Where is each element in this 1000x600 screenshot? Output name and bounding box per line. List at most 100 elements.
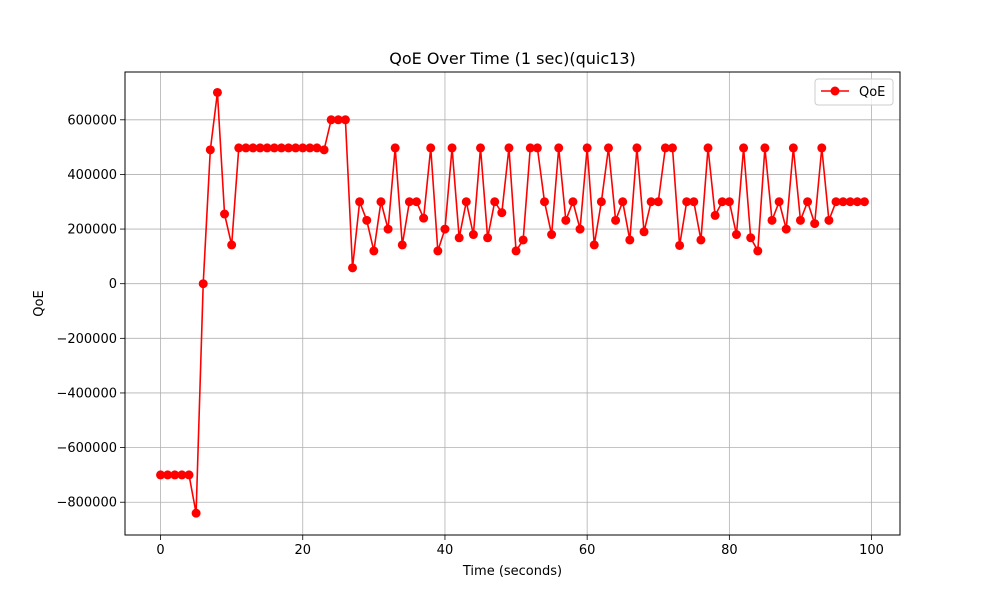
data-point [710, 210, 720, 220]
y-tick-label: −400000 [56, 386, 117, 401]
y-tick-label: 600000 [67, 113, 117, 128]
data-point [497, 208, 507, 218]
data-point [504, 143, 514, 153]
data-point [440, 224, 450, 234]
y-tick-label: −600000 [56, 441, 117, 456]
data-point [682, 197, 692, 207]
data-point [618, 197, 628, 207]
data-point [696, 235, 706, 245]
x-axis-label: Time (seconds) [462, 564, 562, 579]
data-point [163, 470, 173, 480]
data-point [554, 143, 564, 153]
data-point [333, 115, 343, 125]
data-point [390, 143, 400, 153]
data-point [397, 240, 407, 250]
x-tick-label: 60 [579, 543, 596, 558]
data-point [340, 115, 350, 125]
data-point [412, 197, 422, 207]
data-point [596, 197, 606, 207]
data-point [746, 233, 756, 243]
data-point [170, 470, 180, 480]
legend-box [814, 78, 894, 106]
data-point [660, 143, 670, 153]
data-point [326, 115, 336, 125]
chart-title: QoE Over Time (1 sec)(quic13) [389, 49, 636, 68]
data-point [511, 246, 521, 256]
data-point [838, 197, 848, 207]
data-point [532, 143, 542, 153]
data-point [667, 143, 677, 153]
data-point [646, 197, 656, 207]
data-point [404, 197, 414, 207]
data-point [362, 215, 372, 225]
data-point [859, 197, 869, 207]
data-point [220, 209, 230, 219]
data-point [625, 235, 635, 245]
data-point [852, 197, 862, 207]
data-point [447, 143, 457, 153]
data-point [476, 143, 486, 153]
data-point [582, 143, 592, 153]
data-point [426, 143, 436, 153]
grid-lines [125, 72, 900, 535]
data-point [795, 215, 805, 225]
data-point [241, 143, 251, 153]
data-point [461, 197, 471, 207]
data-point [355, 197, 365, 207]
data-point [291, 143, 301, 153]
data-point [568, 197, 578, 207]
y-tick-label: 400000 [67, 168, 117, 183]
data-point [739, 143, 749, 153]
data-point [831, 197, 841, 207]
x-tick-label: 40 [437, 543, 454, 558]
y-tick-label: 0 [109, 277, 117, 292]
data-point [234, 143, 244, 153]
data-point [724, 197, 734, 207]
x-tick-label: 20 [294, 543, 311, 558]
legend: QoE [814, 78, 894, 106]
data-point [433, 246, 443, 256]
data-point [227, 240, 237, 250]
x-tick-label: 80 [721, 543, 738, 558]
data-point [632, 143, 642, 153]
data-point [603, 143, 613, 153]
data-point [525, 143, 535, 153]
x-tick-label: 100 [859, 543, 884, 558]
data-point [255, 143, 265, 153]
data-point [212, 87, 222, 97]
data-point [518, 235, 528, 245]
data-point [269, 143, 279, 153]
data-point [298, 143, 308, 153]
data-point [547, 230, 557, 240]
data-point [689, 197, 699, 207]
data-point [198, 279, 208, 289]
data-point [319, 145, 329, 155]
y-tick-label: −800000 [56, 496, 117, 511]
data-point [184, 470, 194, 480]
data-point [276, 143, 286, 153]
data-point [717, 197, 727, 207]
data-point [468, 230, 478, 240]
data-point [731, 230, 741, 240]
data-point [376, 197, 386, 207]
data-point [561, 215, 571, 225]
legend-marker-swatch [830, 86, 840, 96]
data-point [639, 227, 649, 237]
data-point [419, 213, 429, 223]
data-point [262, 143, 272, 153]
data-point [810, 219, 820, 229]
plot-frame [124, 71, 901, 536]
data-point [824, 215, 834, 225]
data-point [305, 143, 315, 153]
data-point [767, 215, 777, 225]
data-point [774, 197, 784, 207]
data-point [177, 470, 187, 480]
data-point [703, 143, 713, 153]
data-point [817, 143, 827, 153]
data-point [611, 215, 621, 225]
data-point [312, 143, 322, 153]
data-point [284, 143, 294, 153]
data-point [803, 197, 813, 207]
data-point [248, 143, 258, 153]
